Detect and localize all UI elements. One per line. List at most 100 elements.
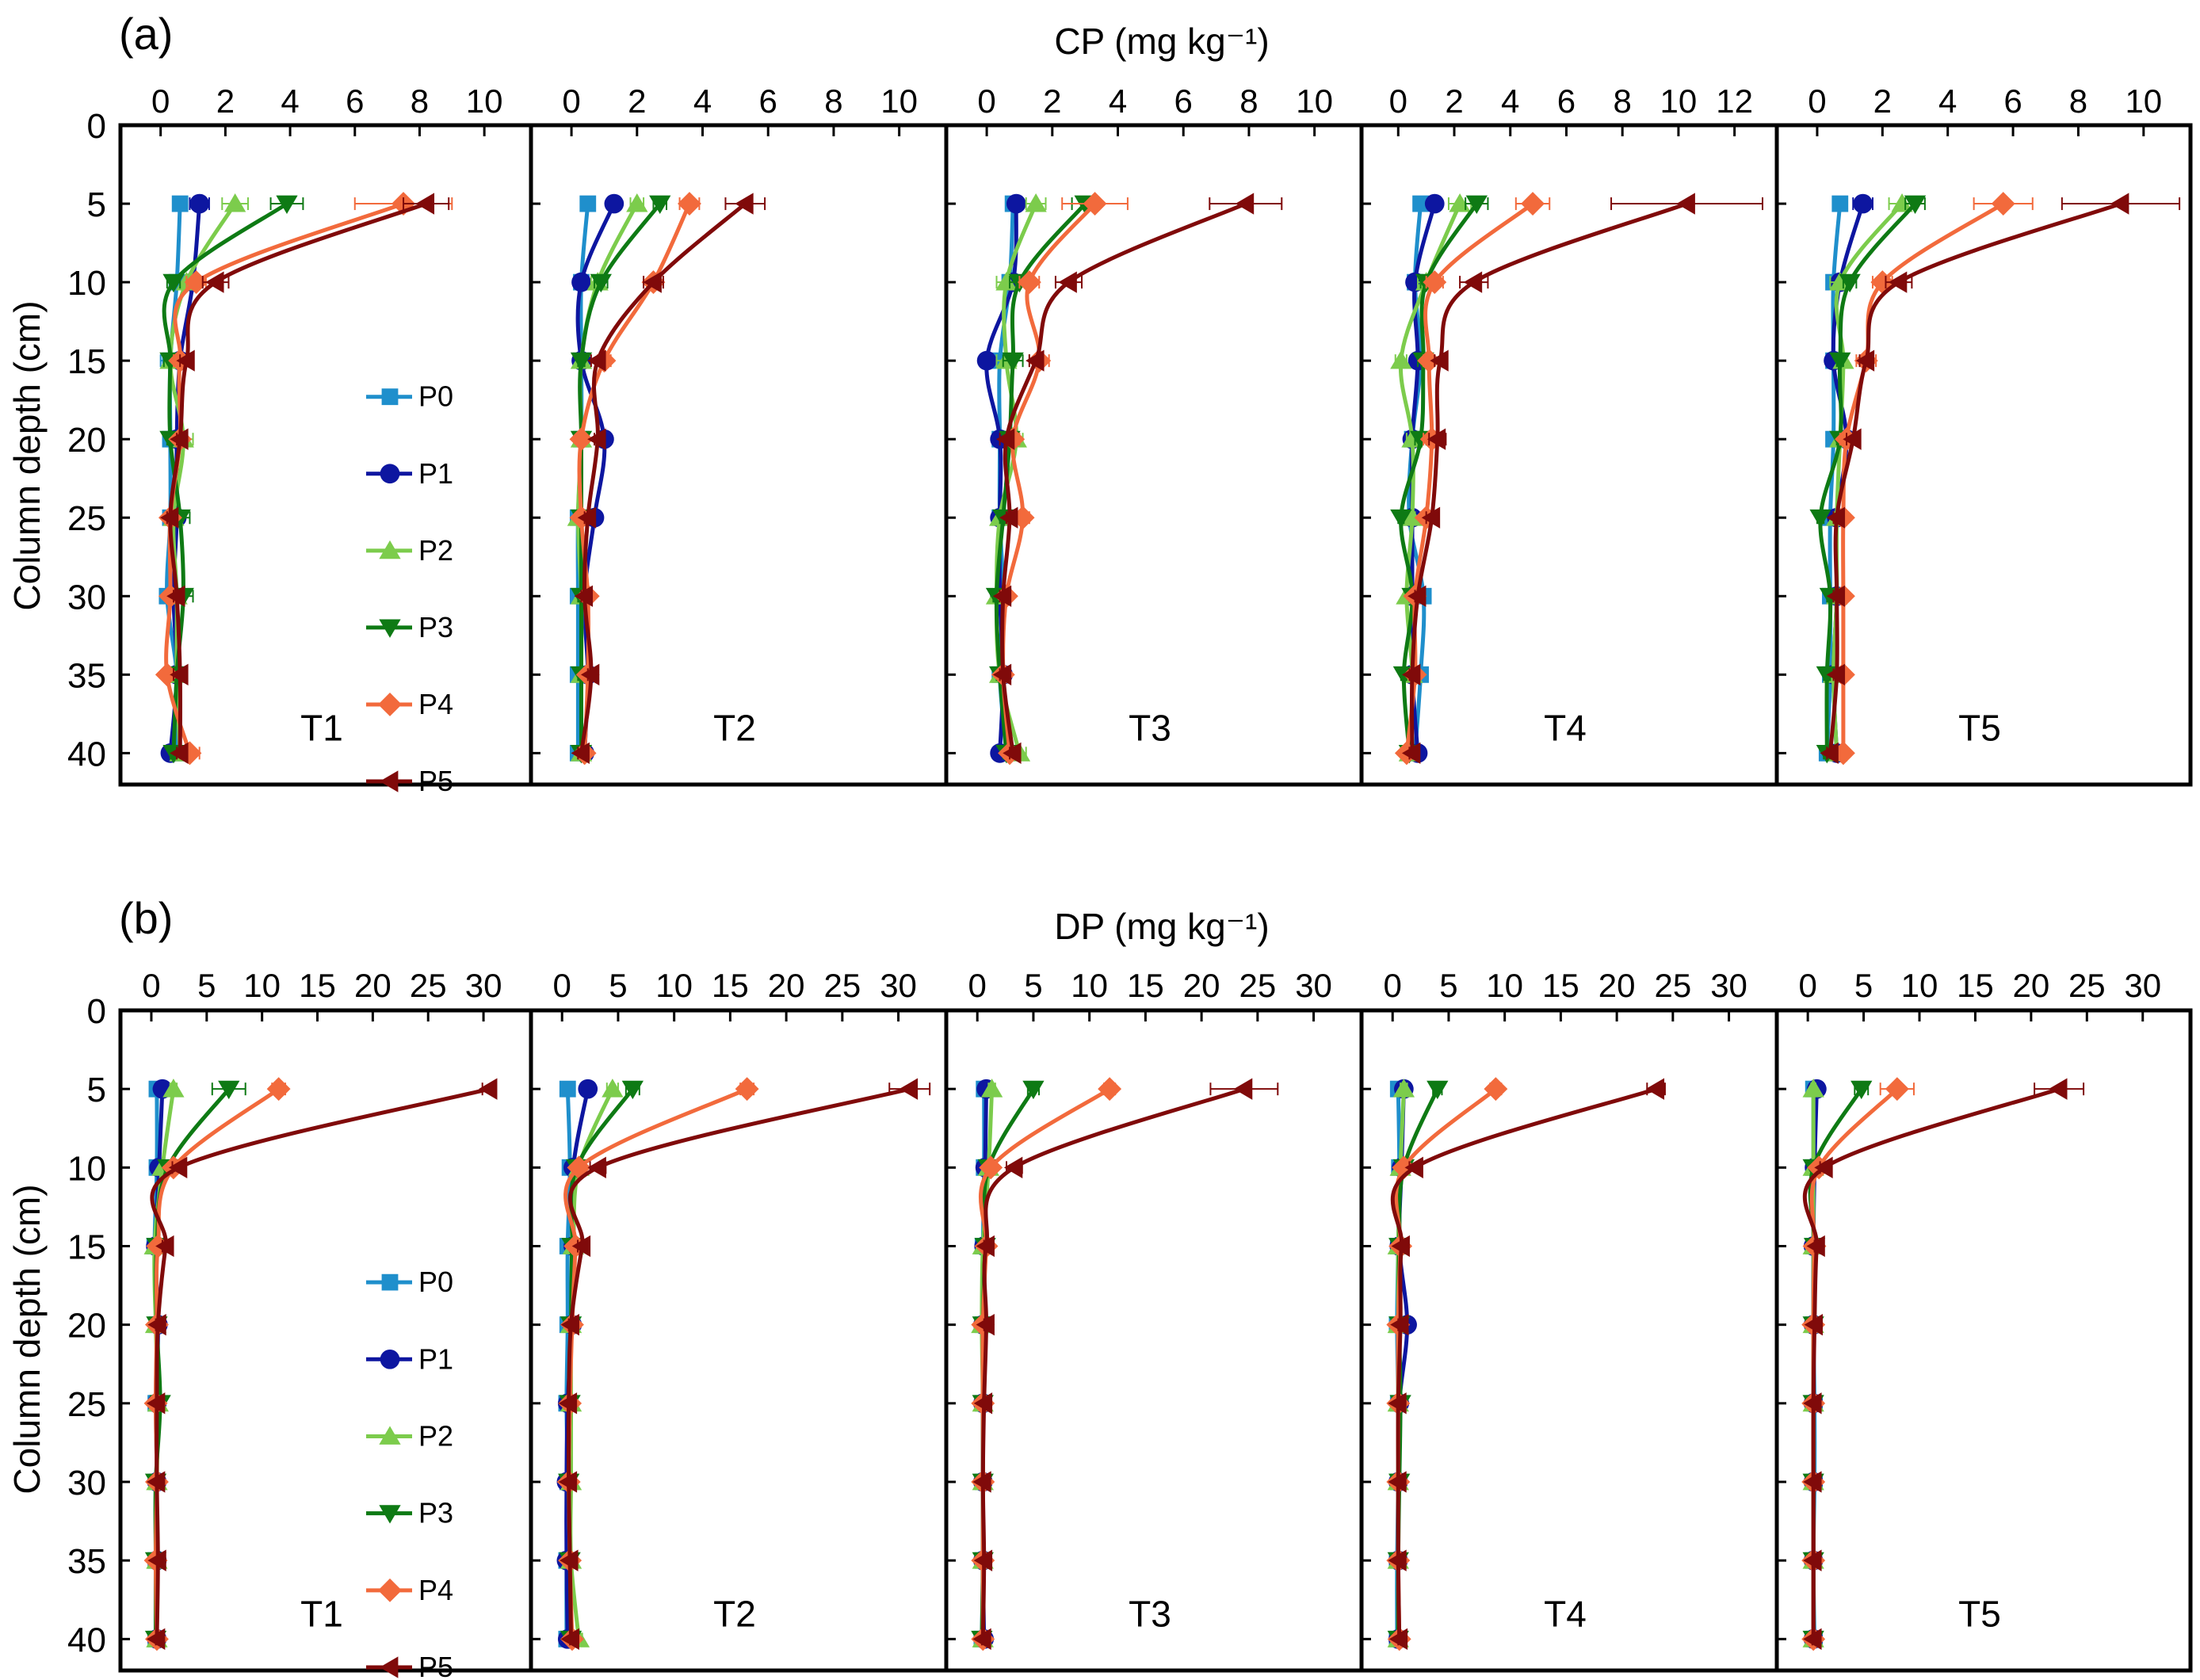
panel-a: (a) CP (mg kg⁻¹)Column depth (cm)05101520… [6, 9, 2193, 797]
data-point [1401, 663, 1421, 685]
x-tick-label: 25 [823, 967, 861, 1004]
data-point [992, 585, 1012, 607]
x-tick-label: 5 [609, 967, 627, 1004]
data-point [1803, 1392, 1822, 1415]
series-line [566, 1086, 911, 1640]
x-tick-label: 10 [466, 82, 503, 120]
data-point [1826, 506, 1846, 529]
x-tick-label: 10 [1901, 967, 1938, 1004]
legend-marker [380, 1656, 399, 1678]
x-tick-label: 25 [2068, 967, 2106, 1004]
x-tick-label: 2 [1445, 82, 1463, 120]
data-point [146, 1392, 166, 1415]
data-point [1401, 742, 1421, 765]
data-point [560, 1314, 579, 1336]
data-point [1676, 193, 1695, 215]
subplot-label: T3 [1129, 708, 1171, 749]
data-point [1803, 1628, 1822, 1650]
x-tick-label: 15 [712, 967, 749, 1004]
x-tick-label: 5 [1024, 967, 1042, 1004]
series-p5 [972, 1078, 1279, 1650]
x-tick-label: 10 [2125, 82, 2162, 120]
data-point [223, 193, 246, 212]
legend-label: P2 [418, 1419, 453, 1452]
subplot-label: T4 [1544, 1594, 1587, 1635]
data-point [973, 1549, 993, 1571]
x-tick-label: 15 [299, 967, 336, 1004]
data-point [1025, 193, 1047, 212]
data-point [146, 1471, 166, 1493]
data-point [995, 428, 1015, 450]
x-tick-label: 20 [2013, 967, 2050, 1004]
subplot-t3: 0 5 10 15 20 25 30 T3 [944, 967, 1364, 1673]
legend: P0 P1 P2 P3 P4 P5 [366, 1266, 453, 1680]
subplot-label: T1 [300, 708, 343, 749]
x-tick-label: 8 [1239, 82, 1258, 120]
data-point [735, 193, 754, 215]
x-tick-label: 4 [1938, 82, 1957, 120]
data-point [567, 1155, 591, 1180]
legend-item: P4 [366, 688, 453, 720]
subplot-t4: 0 2 4 6 8 10 12 T4 [1359, 82, 1779, 787]
data-point [1017, 270, 1041, 295]
series-p5 [558, 1078, 931, 1650]
x-tick-label: 5 [1439, 967, 1457, 1004]
data-point [147, 1549, 166, 1571]
legend-item: P1 [366, 1342, 453, 1375]
x-tick-label: 2 [628, 82, 646, 120]
data-point [571, 1235, 591, 1258]
legend-item: P3 [366, 1497, 453, 1529]
x-tick-label: 6 [2003, 82, 2022, 120]
x-tick-label: 0 [1389, 82, 1407, 120]
data-point [1904, 195, 1927, 215]
x-tick-label: 10 [1660, 82, 1698, 120]
data-point [205, 271, 224, 293]
data-point [570, 352, 593, 372]
x-tick-label: 0 [977, 82, 995, 120]
data-point [1831, 195, 1849, 212]
data-point [571, 272, 591, 292]
x-tick-label: 0 [553, 967, 571, 1004]
series-p5 [159, 193, 450, 765]
data-point [1388, 1628, 1408, 1650]
data-point [1427, 1080, 1449, 1100]
data-point [992, 663, 1012, 685]
x-tick-label: 0 [142, 967, 160, 1004]
series-line [999, 201, 1247, 754]
legend-label: P5 [418, 1651, 453, 1680]
data-point [1058, 271, 1077, 293]
series-p5 [1802, 1078, 2085, 1650]
data-point [1826, 663, 1846, 685]
data-point [1407, 585, 1427, 607]
x-tick-label: 4 [1109, 82, 1127, 120]
subplot-label: T4 [1544, 708, 1587, 749]
data-point [1814, 1156, 1833, 1178]
data-point [162, 273, 185, 293]
data-point [1484, 1077, 1508, 1102]
x-tick-label: 30 [1295, 967, 1332, 1004]
data-point [1390, 1314, 1409, 1336]
data-point [171, 195, 189, 212]
data-point [1803, 1471, 1822, 1493]
data-point [178, 741, 202, 766]
x-tick-label: 20 [768, 967, 805, 1004]
x-tick-label: 20 [1598, 967, 1636, 1004]
panel-label: (b) [119, 893, 173, 943]
x-tick-label: 25 [1654, 967, 1691, 1004]
data-point [1412, 195, 1429, 212]
data-point [587, 428, 606, 450]
data-point [266, 1077, 291, 1102]
data-point [1855, 349, 1875, 372]
data-point [643, 271, 662, 293]
y-tick-label: 30 [67, 578, 106, 617]
data-point [1390, 350, 1412, 369]
data-point [1003, 742, 1022, 765]
y-tick-label: 20 [67, 1307, 106, 1346]
x-tick-label: 0 [562, 82, 580, 120]
series-p4 [1831, 192, 2034, 766]
data-point [1002, 352, 1024, 372]
series-line [1841, 201, 2005, 754]
data-point [1401, 507, 1423, 526]
legend-label: P1 [418, 1342, 453, 1375]
subplot-label: T1 [300, 1594, 343, 1635]
